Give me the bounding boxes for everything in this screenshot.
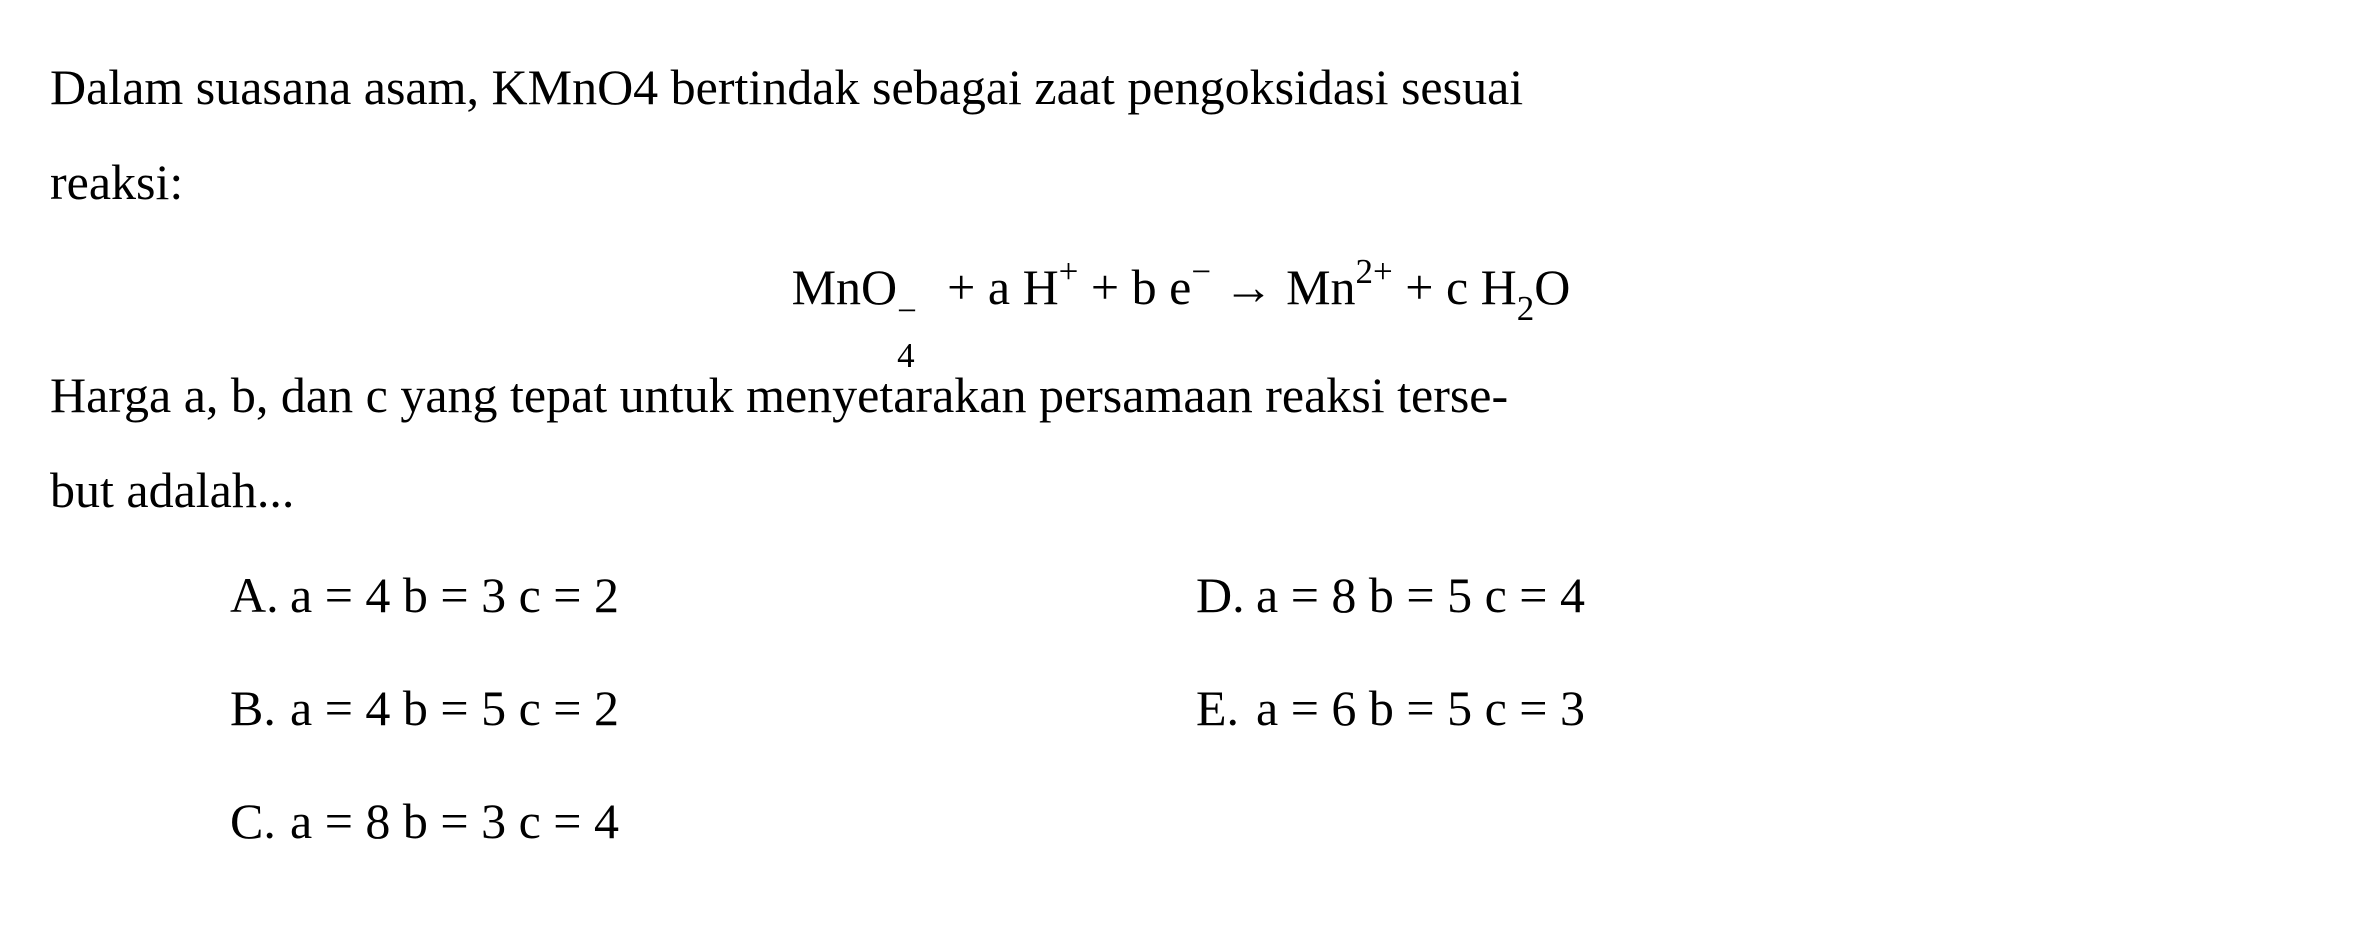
option-c-text: a = 8 b = 3 c = 4 xyxy=(290,793,619,849)
question-line-2: reaksi: xyxy=(50,135,2312,230)
option-e[interactable]: E.a = 6 b = 5 c = 3 xyxy=(1196,661,2162,756)
option-e-letter: E. xyxy=(1196,661,1256,756)
eq-sub-2: 2 xyxy=(1517,289,1535,328)
option-b[interactable]: B.a = 4 b = 5 c = 2 xyxy=(230,661,1196,756)
answer-options: A.a = 4 b = 3 c = 2 D.a = 8 b = 5 c = 4 … xyxy=(50,548,2312,869)
eq-arrow: → Mn xyxy=(1211,259,1355,315)
eq-sup-3: − xyxy=(1191,252,1211,291)
eq-part-2: + a H xyxy=(935,259,1059,315)
question-line-3: Harga a, b, dan c yang tepat untuk menye… xyxy=(50,348,2312,443)
eq-species-1: MnO xyxy=(792,259,898,315)
option-c[interactable]: C.a = 8 b = 3 c = 4 xyxy=(230,774,1196,869)
eq-species-2: O xyxy=(1534,259,1570,315)
question-line-1: Dalam suasana asam, KMnO4 bertindak seba… xyxy=(50,40,2312,135)
option-e-text: a = 6 b = 5 c = 3 xyxy=(1256,680,1585,736)
eq-part-3: + b e xyxy=(1078,259,1191,315)
option-b-text: a = 4 b = 5 c = 2 xyxy=(290,680,619,736)
option-a-text: a = 4 b = 3 c = 2 xyxy=(290,567,619,623)
eq-sup-2: + xyxy=(1059,252,1079,291)
eq-sup-4: 2+ xyxy=(1356,252,1393,291)
option-c-letter: C. xyxy=(230,774,290,869)
eq-part-4: + c H xyxy=(1393,259,1517,315)
option-a[interactable]: A.a = 4 b = 3 c = 2 xyxy=(230,548,1196,643)
option-d-text: a = 8 b = 5 c = 4 xyxy=(1256,567,1585,623)
option-a-letter: A. xyxy=(230,548,290,643)
chemical-equation: MnO4− + a H+ + b e− → Mn2+ + c H2O xyxy=(50,240,2312,338)
option-b-letter: B. xyxy=(230,661,290,756)
question-line-4: but adalah... xyxy=(50,443,2312,538)
option-d[interactable]: D.a = 8 b = 5 c = 4 xyxy=(1196,548,2162,643)
option-d-letter: D. xyxy=(1196,548,1256,643)
option-empty xyxy=(1196,774,2162,869)
question-container: Dalam suasana asam, KMnO4 bertindak seba… xyxy=(50,40,2312,869)
